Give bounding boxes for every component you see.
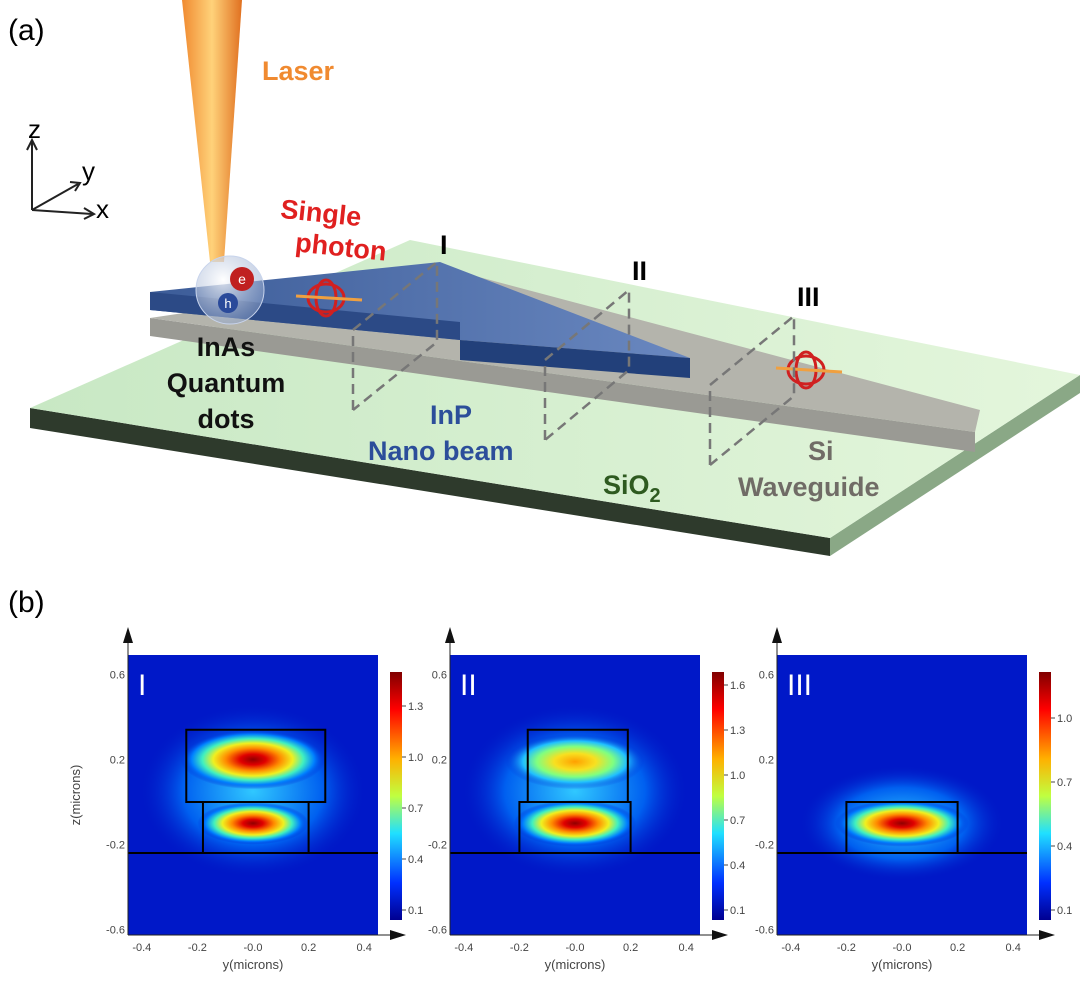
colorbar xyxy=(390,672,402,920)
axis-arrow xyxy=(712,930,728,940)
y-tick-label: -0.6 xyxy=(106,925,125,937)
field-lobe xyxy=(835,800,968,847)
field-lobe xyxy=(506,734,645,789)
x-tick-label: -0.4 xyxy=(781,942,800,954)
x-tick-label: -0.2 xyxy=(510,942,529,954)
x-tick-label: 0.4 xyxy=(679,942,694,954)
laser-label: Laser xyxy=(262,56,335,86)
x-tick-label: -0.2 xyxy=(188,942,207,954)
plane-label: III xyxy=(797,282,820,312)
y-tick-label: -0.2 xyxy=(106,840,125,852)
colorbar-tick-label: 0.7 xyxy=(1057,777,1072,789)
axis-x: x xyxy=(96,194,109,224)
colorbar-tick-label: 1.3 xyxy=(408,701,423,713)
panel-label: (a) xyxy=(8,14,45,47)
x-tick-label: 0.2 xyxy=(623,942,638,954)
colorbar-tick-label: 0.1 xyxy=(408,905,423,917)
y-tick-label: 0.6 xyxy=(432,670,447,682)
inp-label: Nano beam xyxy=(368,436,514,466)
y-tick-label: 0.6 xyxy=(759,670,774,682)
colorbar-tick-label: 1.6 xyxy=(730,680,745,692)
x-axis-title: y(microns) xyxy=(545,957,606,972)
axis-arrow xyxy=(390,930,406,940)
figure: (a) e h I II III z y x Laser Single phot… xyxy=(0,0,1081,988)
single-photon-label: Single xyxy=(279,194,363,232)
colorbar-tick-label: 0.4 xyxy=(730,860,745,872)
colorbar-tick-label: 1.0 xyxy=(730,770,745,782)
y-axis-title: z(microns) xyxy=(68,765,83,826)
qd-label: dots xyxy=(198,404,255,434)
field-lobe xyxy=(181,730,326,790)
x-tick-label: 0.4 xyxy=(357,942,372,954)
si-label: Si xyxy=(808,436,834,466)
laser-beam xyxy=(182,0,242,262)
colorbar-tick-label: 1.3 xyxy=(730,725,745,737)
y-tick-label: 0.2 xyxy=(110,755,125,767)
x-tick-label: 0.2 xyxy=(301,942,316,954)
colorbar xyxy=(712,672,724,920)
field-lobe xyxy=(514,800,636,847)
plot-label: III xyxy=(787,669,812,702)
sio2-text: SiO xyxy=(603,470,650,500)
colorbar xyxy=(1039,672,1051,920)
colorbar-tick-label: 0.4 xyxy=(1057,841,1072,853)
axis-arrow xyxy=(445,627,455,643)
y-tick-label: -0.2 xyxy=(755,840,774,852)
y-tick-label: -0.2 xyxy=(428,840,447,852)
y-tick-label: 0.2 xyxy=(432,755,447,767)
qd-label: InAs xyxy=(197,332,256,362)
colorbar-tick-label: 1.0 xyxy=(408,752,423,764)
x-tick-label: -0.4 xyxy=(454,942,473,954)
qd-label: Quantum xyxy=(167,368,286,398)
axis-z: z xyxy=(28,114,41,144)
field-lobe xyxy=(197,802,308,845)
y-tick-label: -0.6 xyxy=(428,925,447,937)
y-tick-label: 0.6 xyxy=(110,670,125,682)
y-tick-label: 0.2 xyxy=(759,755,774,767)
inp-label: InP xyxy=(430,400,472,430)
colorbar-tick-label: 0.1 xyxy=(1057,905,1072,917)
colorbar-tick-label: 0.4 xyxy=(408,854,423,866)
hole-label: h xyxy=(224,296,231,311)
plot-label: II xyxy=(460,669,477,702)
x-axis-title: y(microns) xyxy=(872,957,933,972)
axis-arrow xyxy=(123,627,133,643)
colorbar-tick-label: 0.7 xyxy=(408,803,423,815)
y-tick-label: -0.6 xyxy=(755,925,774,937)
sio2-subscript: 2 xyxy=(650,485,661,507)
si-label: Waveguide xyxy=(738,472,880,502)
x-tick-label: 0.4 xyxy=(1006,942,1021,954)
field-plots: I 0.6 0.2 -0.2 -0.6 -0.4 -0.2 -0.0 0.2 0.4 y(micro… xyxy=(106,627,1072,972)
x-tick-label: -0.0 xyxy=(244,942,263,954)
x-tick-label: -0.4 xyxy=(132,942,151,954)
x-tick-label: -0.0 xyxy=(893,942,912,954)
colorbar-tick-label: 1.0 xyxy=(1057,713,1072,725)
colorbar-tick-label: 0.7 xyxy=(730,815,745,827)
axis-arrow xyxy=(772,627,782,643)
colorbar-tick-label: 0.1 xyxy=(730,905,745,917)
single-photon-label: photon xyxy=(294,227,388,266)
quantum-dot-sphere xyxy=(196,256,264,324)
axis-y: y xyxy=(82,156,95,186)
x-tick-label: 0.2 xyxy=(950,942,965,954)
plane-label: I xyxy=(440,230,448,260)
page: {"panel_a": {"label": "(a)", "axes": {"z… xyxy=(0,0,1081,988)
plane-label: II xyxy=(632,256,647,286)
x-tick-label: -0.0 xyxy=(566,942,585,954)
axis-arrow xyxy=(1039,930,1055,940)
x-axis-title: y(microns) xyxy=(223,957,284,972)
panel-label: (b) xyxy=(8,586,45,619)
x-tick-label: -0.2 xyxy=(837,942,856,954)
electron-label: e xyxy=(238,271,246,287)
plot-label: I xyxy=(138,669,146,702)
